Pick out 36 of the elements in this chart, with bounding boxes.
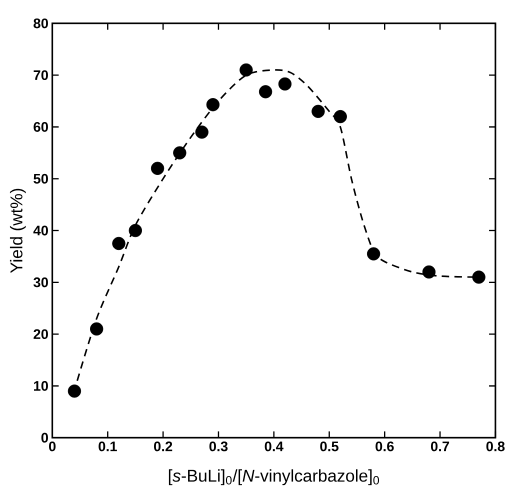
point: [173, 146, 186, 160]
point: [240, 63, 253, 77]
y-tick-label: 20: [34, 329, 48, 340]
point: [312, 104, 325, 118]
point: [128, 224, 142, 238]
x-tick-label: 0.3: [209, 441, 228, 452]
y-tick-label: 70: [34, 70, 48, 80]
point: [112, 236, 126, 250]
point: [195, 126, 208, 139]
point: [68, 384, 82, 398]
y-axis-title: Yield (wt%): [10, 188, 26, 273]
point: [258, 85, 272, 98]
y-tick-label: 50: [34, 174, 48, 184]
y-tick-label: 10: [34, 381, 48, 391]
x-tick-label: 0.5: [320, 441, 338, 452]
point: [422, 265, 436, 279]
x-axis-title: [s-BuLi]$_{0}$/[N-vinylcarbazole]$_{0}$: [168, 469, 380, 486]
point: [366, 247, 380, 260]
x-tick-label: 0.4: [264, 441, 284, 452]
x-tick-label: 0.6: [376, 441, 394, 452]
y-tick-label: 40: [33, 226, 48, 236]
point: [472, 270, 486, 284]
x-tick-label: 0.1: [98, 441, 117, 452]
point: [150, 162, 164, 176]
y-tick-label: 60: [34, 122, 48, 132]
x-tick-label: 0.8: [486, 441, 505, 452]
point: [90, 322, 104, 336]
x-tick-label: 0.7: [430, 441, 450, 452]
x-tick-label: 0: [49, 441, 56, 452]
point: [206, 98, 220, 112]
y-tick-label: 80: [34, 18, 48, 28]
y-tick-label: 30: [33, 277, 48, 288]
x-tick-label: 0.2: [154, 441, 172, 452]
point: [334, 110, 347, 124]
point: [278, 77, 292, 91]
y-tick-label: 0: [41, 432, 48, 443]
